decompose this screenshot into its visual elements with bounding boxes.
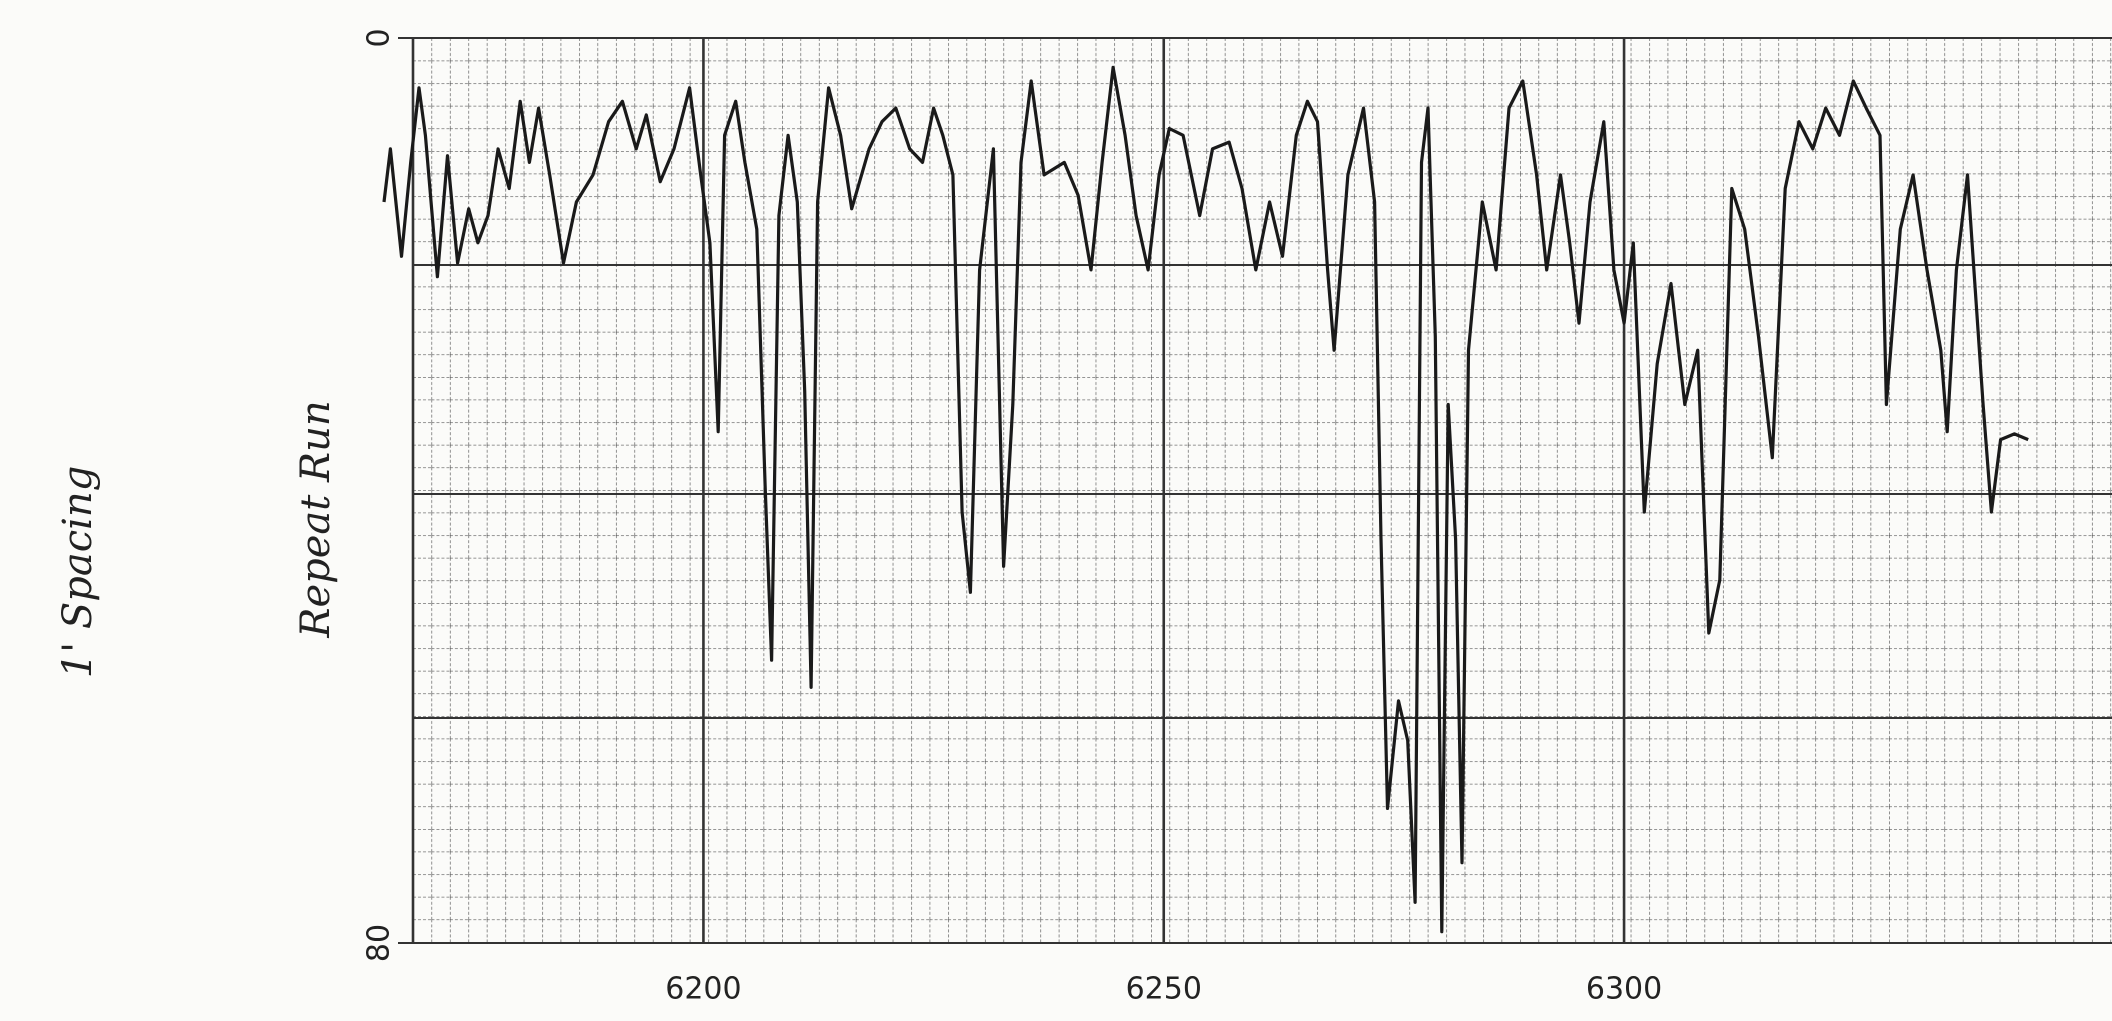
x-tick-label: 6200 — [665, 972, 741, 1007]
y-tick-label: 0 — [362, 28, 397, 47]
annotation: Repeat Run — [293, 400, 339, 638]
minor-grid — [413, 38, 2112, 943]
y-tick-label: 80 — [362, 924, 397, 962]
trace-line — [382, 65, 2029, 934]
x-tick-label: 6300 — [1586, 972, 1662, 1007]
x-tick-label: 6250 — [1126, 972, 1202, 1007]
annotation: 1' Spacing — [55, 466, 101, 679]
